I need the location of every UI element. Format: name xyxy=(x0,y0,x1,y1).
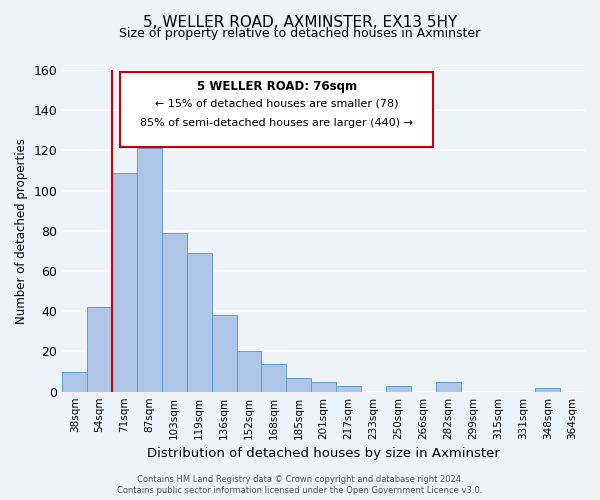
Y-axis label: Number of detached properties: Number of detached properties xyxy=(15,138,28,324)
Bar xyxy=(112,172,137,392)
Bar xyxy=(535,388,560,392)
Bar xyxy=(286,378,311,392)
X-axis label: Distribution of detached houses by size in Axminster: Distribution of detached houses by size … xyxy=(147,447,500,460)
Bar xyxy=(336,386,361,392)
Bar xyxy=(236,352,262,392)
Bar xyxy=(162,233,187,392)
Bar xyxy=(187,253,212,392)
Bar xyxy=(386,386,411,392)
Text: 5, WELLER ROAD, AXMINSTER, EX13 5HY: 5, WELLER ROAD, AXMINSTER, EX13 5HY xyxy=(143,15,457,30)
Text: 5 WELLER ROAD: 76sqm: 5 WELLER ROAD: 76sqm xyxy=(197,80,356,92)
Text: 85% of semi-detached houses are larger (440) →: 85% of semi-detached houses are larger (… xyxy=(140,118,413,128)
Bar xyxy=(311,382,336,392)
Bar xyxy=(87,307,112,392)
Bar xyxy=(262,364,286,392)
Text: Contains public sector information licensed under the Open Government Licence v3: Contains public sector information licen… xyxy=(118,486,482,495)
Text: Contains HM Land Registry data © Crown copyright and database right 2024.: Contains HM Land Registry data © Crown c… xyxy=(137,474,463,484)
Bar xyxy=(62,372,87,392)
Text: ← 15% of detached houses are smaller (78): ← 15% of detached houses are smaller (78… xyxy=(155,99,398,109)
Bar xyxy=(137,148,162,392)
FancyBboxPatch shape xyxy=(120,72,433,147)
Text: Size of property relative to detached houses in Axminster: Size of property relative to detached ho… xyxy=(119,28,481,40)
Bar xyxy=(436,382,461,392)
Bar xyxy=(212,316,236,392)
